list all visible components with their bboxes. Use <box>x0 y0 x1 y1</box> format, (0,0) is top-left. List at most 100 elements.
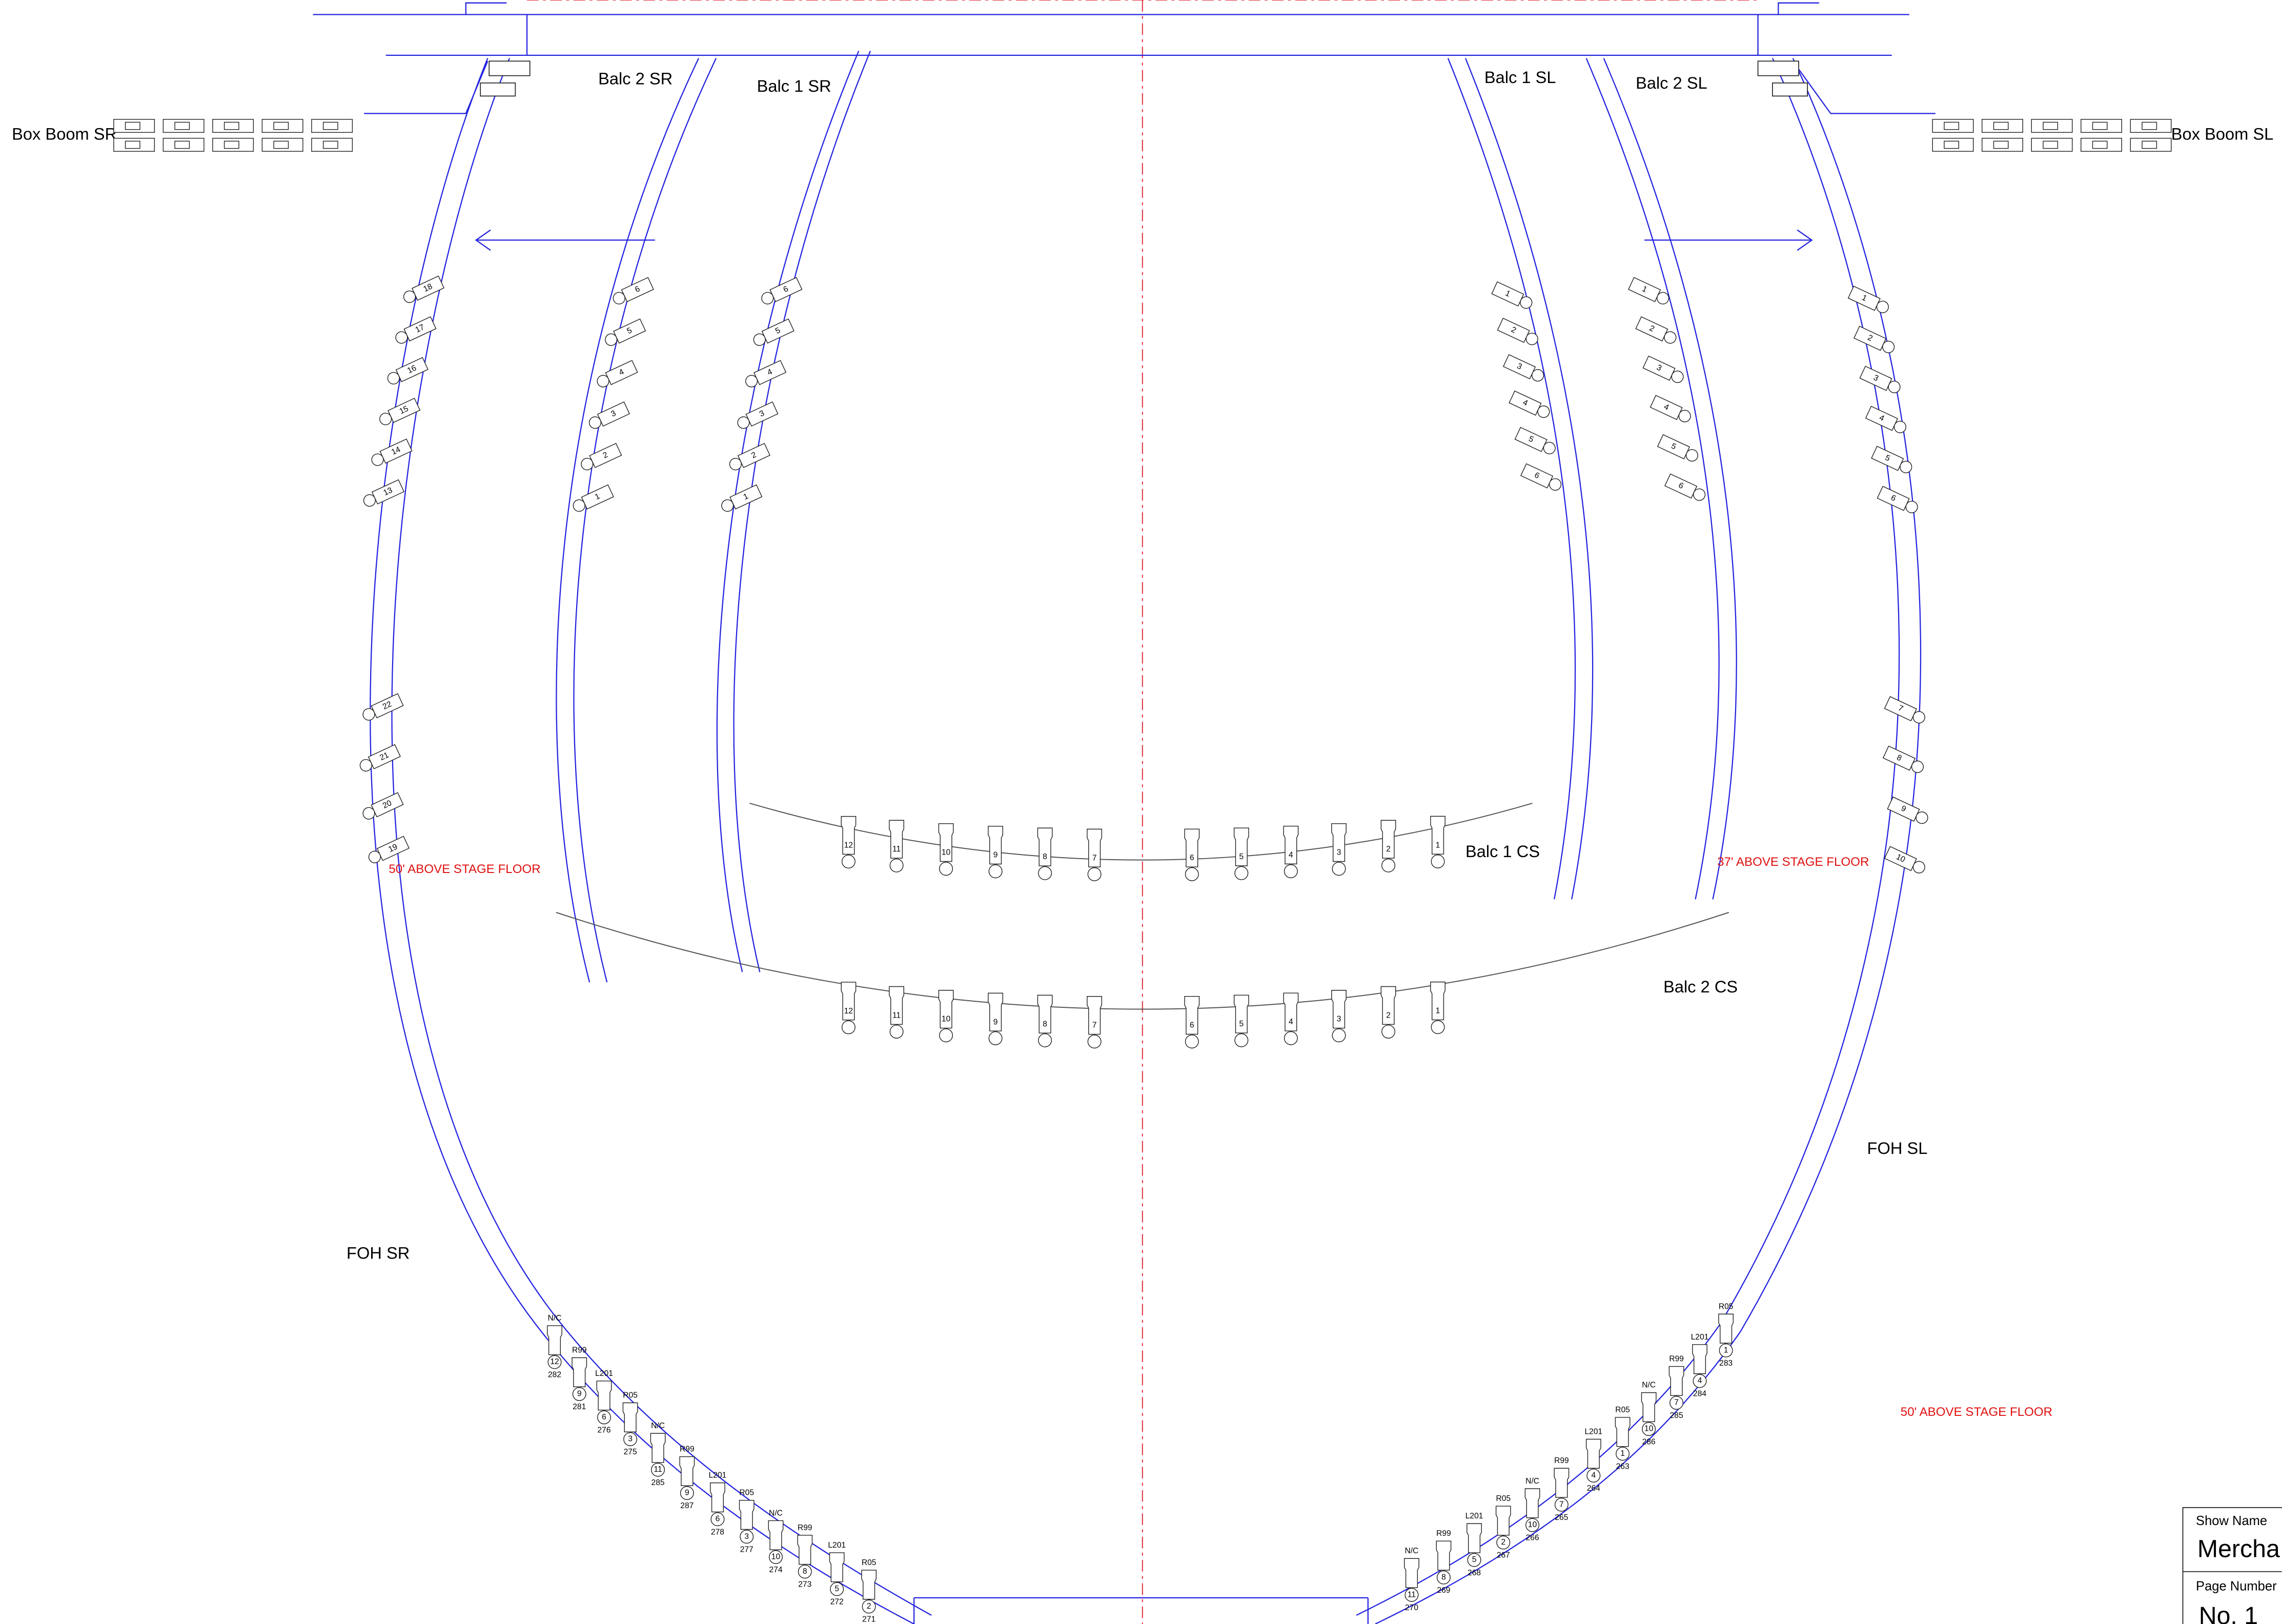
unit-number: 2 <box>867 1602 871 1611</box>
box-boom-unit <box>311 137 353 152</box>
instrument-lens <box>2142 140 2157 149</box>
instrument-lens <box>125 140 140 149</box>
unit-number: 11 <box>892 845 901 854</box>
circuit-number: 268 <box>1468 1569 1481 1577</box>
box-boom-unit <box>261 137 303 152</box>
box-boom-unit <box>113 119 155 133</box>
instrument-lens <box>273 140 289 149</box>
side-unit: 6 <box>761 277 803 304</box>
instrument <box>1331 990 1347 1029</box>
cs-unit: 2 <box>1380 820 1396 872</box>
unit-number: 6 <box>716 1515 720 1524</box>
instrument <box>1380 820 1396 859</box>
lens <box>1185 1034 1199 1049</box>
foh-sr-rail <box>391 58 932 1616</box>
clamp <box>1900 460 1912 474</box>
clamp <box>1882 340 1895 353</box>
lens <box>1431 1020 1445 1034</box>
side-unit: 1 <box>1628 277 1669 304</box>
cs-unit: 11 <box>889 986 904 1039</box>
clamp <box>1693 488 1706 501</box>
gel-label: N/C <box>548 1314 562 1323</box>
instrument-lens <box>2092 140 2108 149</box>
side-unit: 5 <box>753 318 794 346</box>
height-note: 50' ABOVE STAGE FLOOR <box>1901 1405 2052 1419</box>
lens <box>889 858 904 872</box>
instrument <box>1283 825 1299 865</box>
gel-label: R99 <box>798 1524 812 1532</box>
instrument <box>547 1325 562 1355</box>
gel-label: N/C <box>1642 1381 1656 1390</box>
gel-label: R99 <box>572 1346 587 1354</box>
cs-unit: 10 <box>938 823 954 876</box>
unit-number: 10 <box>1894 852 1906 864</box>
circuit-number: 284 <box>1693 1390 1706 1398</box>
instrument-lens <box>322 140 338 149</box>
side-unit: 2 <box>581 442 622 471</box>
foh-unit: L201 6 276 <box>595 1369 613 1435</box>
clamp <box>753 333 766 346</box>
position-label: FOH SL <box>1867 1139 1928 1158</box>
instrument-lens <box>223 140 239 149</box>
clamp <box>1905 500 1918 514</box>
clamp <box>359 759 372 772</box>
foh-unit: R05 1 283 <box>1718 1302 1734 1368</box>
box-boom-unit <box>1932 119 1974 133</box>
balc-2-cs-pipe <box>556 911 1729 1010</box>
instrument <box>1466 1523 1482 1553</box>
unit-number: 6 <box>602 1413 606 1422</box>
gel-label: R05 <box>1615 1406 1630 1414</box>
instrument <box>938 990 954 1029</box>
unit-number: 5 <box>834 1585 839 1593</box>
instrument <box>889 820 904 859</box>
position-label: Balc 1 SL <box>1484 68 1556 87</box>
unit-number: 10 <box>942 1015 951 1024</box>
circuit-number: 283 <box>1719 1359 1733 1368</box>
lens <box>1381 858 1396 872</box>
clamp <box>1543 442 1556 455</box>
side-unit: 4 <box>745 360 787 388</box>
unit-number: 2 <box>1501 1538 1505 1547</box>
cs-unit: 12 <box>841 816 857 869</box>
clamp <box>362 807 375 820</box>
side-unit: 20 <box>362 792 404 820</box>
lens <box>988 864 1003 879</box>
circuit-number: 264 <box>1587 1484 1600 1493</box>
side-unit: 2 <box>1853 326 1895 353</box>
gel-label: N/C <box>1525 1477 1539 1486</box>
unit-circle <box>1642 1422 1656 1436</box>
clamp <box>1678 410 1691 422</box>
position-label: Balc 2 CS <box>1663 977 1738 996</box>
clamp <box>368 850 381 863</box>
side-unit: 3 <box>1859 366 1901 393</box>
instrument <box>861 1570 877 1600</box>
lens <box>988 1031 1003 1045</box>
foh-unit: R05 2 271 <box>861 1558 877 1624</box>
unit-circle <box>862 1599 876 1614</box>
unit-number: 3 <box>744 1532 749 1541</box>
lens <box>1332 862 1346 876</box>
clamp <box>721 499 734 512</box>
box-boom-unit <box>2130 119 2172 133</box>
unit-number: 1 <box>1620 1449 1625 1458</box>
lens <box>939 1028 953 1043</box>
side-unit: 6 <box>1520 463 1562 491</box>
instrument <box>829 1552 845 1582</box>
cs-unit: 1 <box>1430 816 1446 868</box>
clamp <box>1657 292 1669 304</box>
lens <box>841 1020 855 1034</box>
unit-number: 7 <box>1092 854 1097 862</box>
clamp <box>597 375 609 388</box>
side-unit: 3 <box>588 401 630 429</box>
unit-circle <box>623 1432 638 1446</box>
clamp <box>1912 861 1925 874</box>
circuit-number: 266 <box>1526 1534 1539 1542</box>
unit-number: 2 <box>1386 1011 1391 1020</box>
instrument <box>622 1402 638 1433</box>
side-unit: 14 <box>371 438 413 466</box>
side-unit: 18 <box>403 275 445 303</box>
foh-unit: L201 5 268 <box>1465 1512 1483 1577</box>
clamp <box>1912 711 1925 724</box>
unit-number: 3 <box>628 1435 633 1444</box>
clamp <box>362 708 375 721</box>
